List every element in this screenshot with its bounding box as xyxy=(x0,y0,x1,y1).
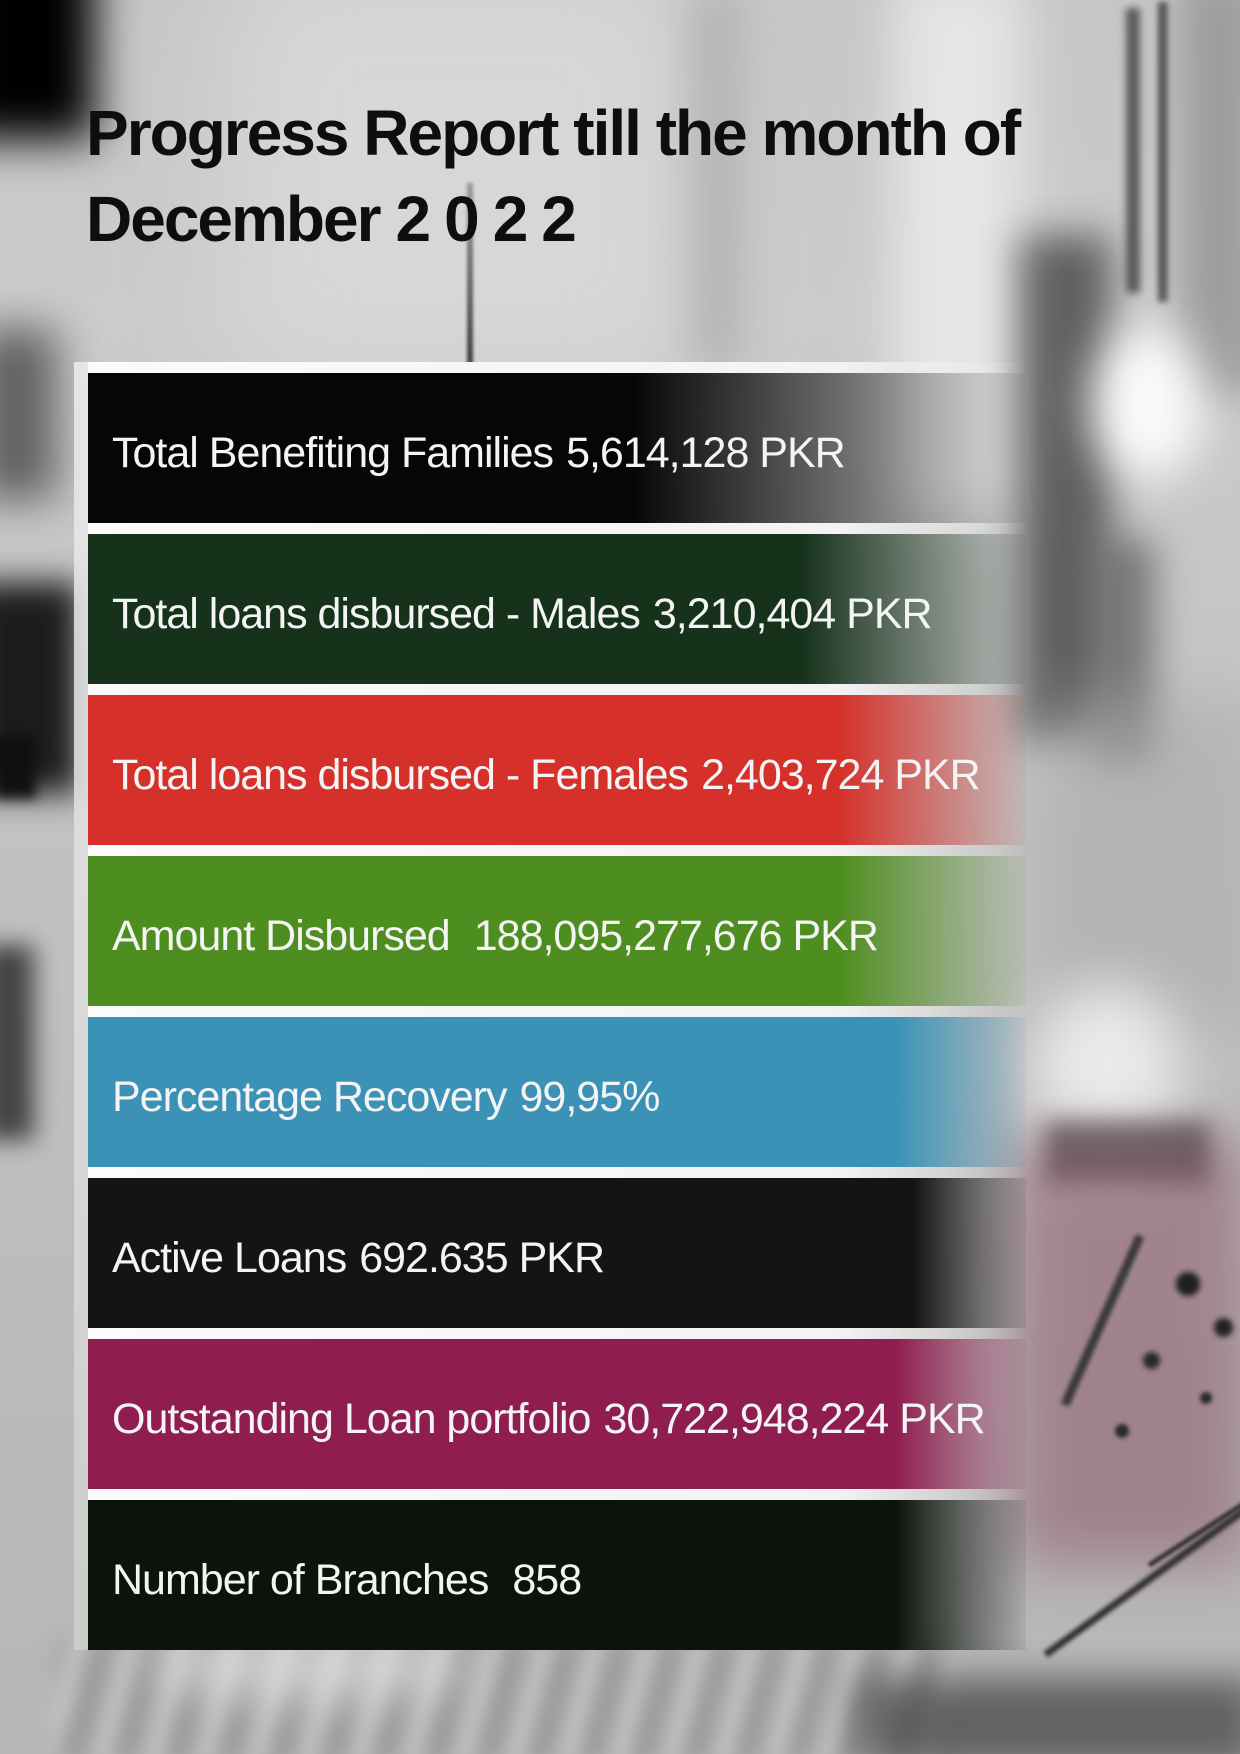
bg-shape xyxy=(1200,1392,1212,1404)
stat-value: 858 xyxy=(512,1555,582,1604)
stat-text: Active Loans 692.635 PKR xyxy=(112,1233,605,1283)
stat-value: 30,722,948,224 PKR xyxy=(603,1394,985,1443)
stat-label: Outstanding Loan portfolio xyxy=(112,1394,591,1443)
stat-text: Percentage Recovery 99,95% xyxy=(112,1072,661,1122)
stat-bar-amount-disbursed: Amount Disbursed 188,095,277,676 PKR xyxy=(88,856,1026,1006)
bg-shape xyxy=(0,582,80,794)
bg-shape xyxy=(1036,985,1178,1180)
stat-text: Number of Branches 858 xyxy=(112,1555,582,1605)
bg-shape xyxy=(1092,328,1204,480)
page-title-line1: Progress Report till the month of xyxy=(86,97,1021,169)
stats-panel: Total Benefiting Families 5,614,128 PKR … xyxy=(74,362,1026,1650)
bar-separator xyxy=(88,1328,1026,1339)
stat-label: Percentage Recovery xyxy=(112,1072,507,1121)
stat-value: 188,095,277,676 PKR xyxy=(473,911,879,960)
stat-bar-total-benefiting-families: Total Benefiting Families 5,614,128 PKR xyxy=(88,373,1026,523)
bg-shape xyxy=(0,736,36,798)
stat-label: Amount Disbursed xyxy=(112,911,451,960)
stat-label: Total loans disbursed - Females xyxy=(112,750,689,799)
stat-bar-percentage-recovery: Percentage Recovery 99,95% xyxy=(88,1017,1026,1167)
bar-separator xyxy=(88,1167,1026,1178)
bg-shape xyxy=(1094,540,1156,765)
stat-bar-loans-disbursed-females: Total loans disbursed - Females 2,403,72… xyxy=(88,695,1026,845)
bg-shape xyxy=(55,1642,955,1754)
bg-shape xyxy=(1060,1234,1145,1407)
stat-text: Outstanding Loan portfolio 30,722,948,22… xyxy=(112,1394,986,1444)
bg-shape xyxy=(858,1678,1240,1754)
stat-value: 2,403,724 PKR xyxy=(701,750,981,799)
bg-shape xyxy=(0,945,34,1140)
page-title-month: December xyxy=(86,183,381,255)
stats-rows: Total Benefiting Families 5,614,128 PKR … xyxy=(88,362,1026,1650)
bg-shape xyxy=(1214,1318,1233,1337)
page-title: Progress Report till the month of Decemb… xyxy=(86,90,1176,262)
stat-bar-outstanding-loan-portfolio: Outstanding Loan portfolio 30,722,948,22… xyxy=(88,1339,1026,1489)
bg-shape xyxy=(1012,1135,1240,1565)
bar-separator xyxy=(88,845,1026,856)
stat-text: Total loans disbursed - Females 2,403,72… xyxy=(112,750,981,800)
bg-shape xyxy=(1143,1352,1160,1369)
bar-separator xyxy=(88,523,1026,534)
bar-separator xyxy=(88,1489,1026,1500)
bar-separator xyxy=(88,684,1026,695)
page-title-line2: December 2022 xyxy=(86,176,1176,262)
stat-bar-active-loans: Active Loans 692.635 PKR xyxy=(88,1178,1026,1328)
stat-bar-number-of-branches: Number of Branches 858 xyxy=(88,1500,1026,1650)
bg-shape xyxy=(1178,0,1240,395)
stat-text: Total loans disbursed - Males 3,210,404 … xyxy=(112,589,933,639)
stat-label: Total Benefiting Families xyxy=(112,428,554,477)
stat-label: Number of Branches xyxy=(112,1555,489,1604)
bg-shape xyxy=(1115,1424,1129,1438)
bg-shape xyxy=(1147,1421,1240,1568)
bar-separator xyxy=(88,1006,1026,1017)
bg-shape xyxy=(0,328,57,500)
stat-value: 692.635 PKR xyxy=(359,1233,605,1282)
stat-value: 99,95% xyxy=(519,1072,661,1121)
bg-shape xyxy=(1043,1469,1240,1658)
stat-value: 3,210,404 PKR xyxy=(652,589,933,638)
stat-bar-loans-disbursed-males: Total loans disbursed - Males 3,210,404 … xyxy=(88,534,1026,684)
stat-value: 5,614,128 PKR xyxy=(566,428,846,477)
bg-shape xyxy=(0,0,95,140)
bar-separator xyxy=(88,362,1026,373)
bg-shape xyxy=(1045,1122,1210,1184)
stat-text: Amount Disbursed 188,095,277,676 PKR xyxy=(112,911,879,961)
stat-label: Active Loans xyxy=(112,1233,347,1282)
stat-text: Total Benefiting Families 5,614,128 PKR xyxy=(112,428,846,478)
stat-label: Total loans disbursed - Males xyxy=(112,589,641,638)
bg-shape xyxy=(1176,1272,1200,1296)
page-title-year: 2022 xyxy=(395,183,590,255)
bg-shape xyxy=(1020,235,1112,740)
bg-shape xyxy=(1040,700,1240,1030)
